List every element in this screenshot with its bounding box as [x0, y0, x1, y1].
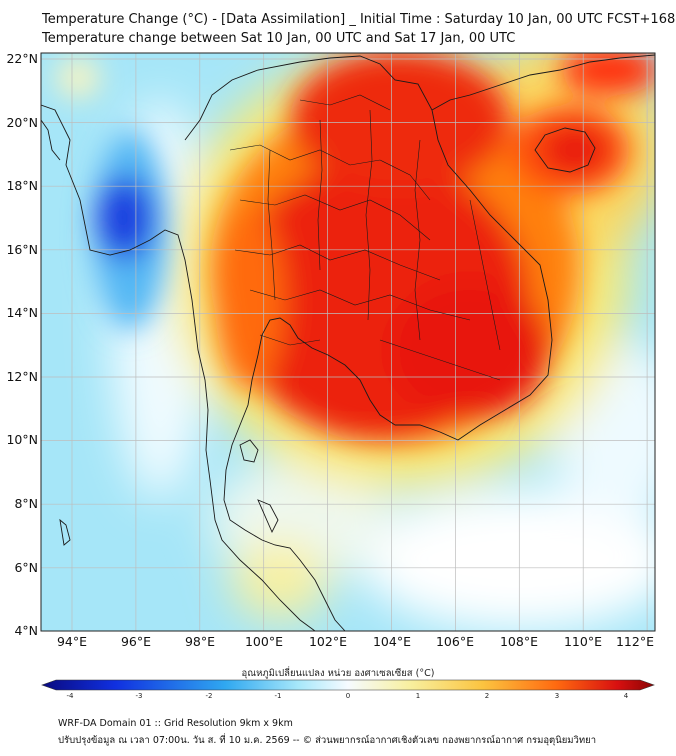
temperature-field — [41, 53, 655, 631]
colorbar-tick: -4 — [66, 692, 74, 700]
graticule — [41, 53, 655, 631]
map-title-line2: Temperature change between Sat 10 Jan, 0… — [42, 31, 516, 46]
lat-label: 14°N — [6, 305, 38, 320]
lon-label: 100°E — [244, 634, 283, 649]
lon-label: 94°E — [56, 634, 88, 649]
lat-label: 12°N — [6, 369, 38, 384]
province-borders — [229, 94, 501, 381]
plot-frame — [40, 52, 656, 632]
colorbar-tick: 0 — [345, 692, 351, 700]
colorbar-title: อุณหภูมิเปลี่ยนแปลง หน่วย องศาเซลเซียส (… — [241, 668, 435, 679]
map-title-line1: Temperature Change (°C) - [Data Assimila… — [42, 12, 676, 27]
lon-label: 112°E — [615, 634, 654, 649]
coastlines — [41, 54, 655, 631]
colorbar-tick: -3 — [135, 692, 143, 700]
lon-label: 102°E — [308, 634, 347, 649]
colorbar-tick: 1 — [415, 692, 421, 700]
colorbar — [41, 679, 655, 691]
lat-label: 16°N — [6, 242, 38, 257]
lon-label: 96°E — [120, 634, 152, 649]
lat-label: 4°N — [14, 623, 38, 638]
lon-label: 106°E — [435, 634, 474, 649]
lon-label: 108°E — [499, 634, 538, 649]
lat-label: 18°N — [6, 178, 38, 193]
lat-label: 6°N — [14, 560, 38, 575]
lat-label: 10°N — [6, 432, 38, 447]
colorbar-tick: -1 — [274, 692, 282, 700]
lat-label: 22°N — [6, 51, 38, 66]
lat-label: 8°N — [14, 496, 38, 511]
lon-label: 104°E — [372, 634, 411, 649]
colorbar-tick: -2 — [205, 692, 213, 700]
footer-model-info: WRF-DA Domain 01 :: Grid Resolution 9km … — [58, 718, 293, 729]
footer-credit: ปรับปรุงข้อมูล ณ เวลา 07:00น. วัน ส. ที่… — [58, 735, 597, 746]
colorbar-gradient — [41, 679, 655, 691]
lat-label: 20°N — [6, 115, 38, 130]
lon-label: 110°E — [563, 634, 602, 649]
colorbar-tick: 2 — [484, 692, 490, 700]
lon-label: 98°E — [184, 634, 216, 649]
colorbar-tick: 3 — [554, 692, 560, 700]
colorbar-tick: 4 — [623, 692, 629, 700]
